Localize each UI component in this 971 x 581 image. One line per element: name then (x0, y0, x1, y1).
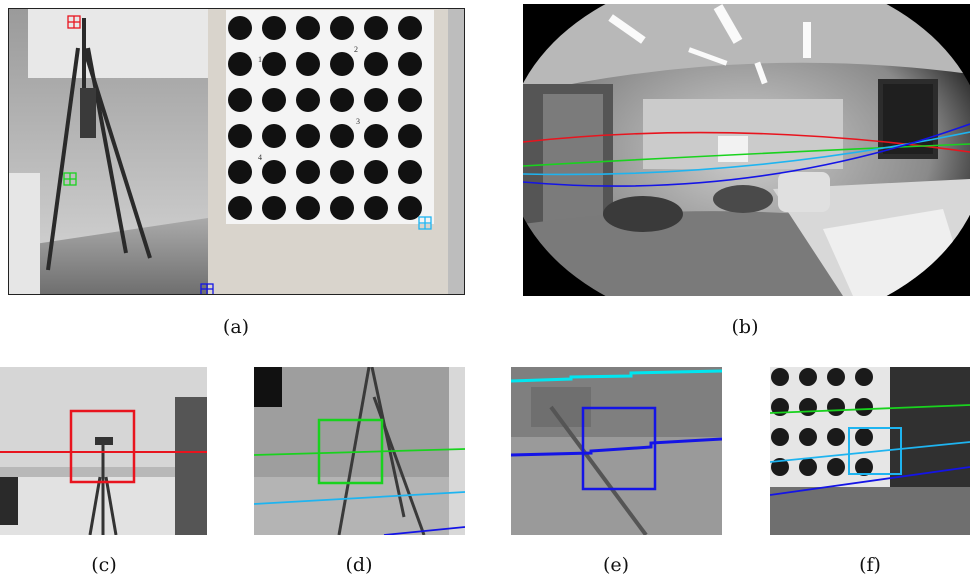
calib-dot (398, 52, 422, 76)
calib-dot (330, 88, 354, 112)
calib-dot (827, 398, 845, 416)
calib-dot (771, 458, 789, 476)
calib-dot (228, 196, 252, 220)
marker-green (63, 172, 77, 186)
calib-dot (296, 160, 320, 184)
calib-dot (364, 124, 388, 148)
calib-dot (799, 368, 817, 386)
calib-dot (296, 88, 320, 112)
curve-green (523, 143, 970, 167)
crop-line-blue (383, 526, 465, 535)
calib-dot (771, 368, 789, 386)
caption-c: (c) (91, 554, 117, 576)
calib-dot (398, 160, 422, 184)
crop-box-red (69, 409, 136, 484)
calib-dot (398, 196, 422, 220)
calib-dot (827, 458, 845, 476)
calib-dot (330, 160, 354, 184)
calib-dot (364, 196, 388, 220)
calib-dot (855, 458, 873, 476)
calib-label-4: 4 (258, 153, 262, 162)
calib-dot (771, 398, 789, 416)
calib-dot (855, 368, 873, 386)
crop-line-green-f (770, 404, 970, 414)
calib-dot (364, 52, 388, 76)
caption-e: (e) (602, 554, 630, 576)
crop-box-green (317, 418, 384, 485)
caption-a: (a) (222, 316, 250, 338)
calib-dot (799, 398, 817, 416)
calib-dot (262, 160, 286, 184)
calib-dot (296, 124, 320, 148)
calib-dot (262, 88, 286, 112)
calib-dot (364, 160, 388, 184)
panel-b-image (523, 4, 970, 296)
panel-f-crop (770, 367, 970, 535)
calib-dot (855, 428, 873, 446)
calib-dot (827, 428, 845, 446)
calib-number-labels: 1 2 3 4 (258, 45, 360, 162)
calib-dot (262, 196, 286, 220)
crop-line-blue-f (770, 466, 970, 496)
calib-label-3: 3 (356, 117, 360, 126)
calib-dot (330, 196, 354, 220)
calib-dot (228, 124, 252, 148)
calib-dot (827, 368, 845, 386)
caption-f: (f) (859, 554, 881, 576)
calib-dot (398, 88, 422, 112)
calib-dot (262, 16, 286, 40)
marker-cyan (418, 216, 432, 230)
calib-dot (799, 458, 817, 476)
marker-blue (200, 283, 214, 295)
crop-line-cyan (254, 491, 465, 505)
curve-blue (523, 123, 970, 187)
crop-box-cyan (848, 427, 902, 475)
calib-dot (771, 428, 789, 446)
calib-dot (364, 88, 388, 112)
calib-label-2: 2 (354, 45, 358, 54)
calib-dot (855, 398, 873, 416)
crop-line-green (254, 448, 465, 456)
calib-dot (296, 16, 320, 40)
calib-dot (228, 160, 252, 184)
crop-box-blue (581, 406, 657, 491)
calib-dot (398, 124, 422, 148)
calib-dot (398, 16, 422, 40)
calib-dot (228, 52, 252, 76)
calib-dot (228, 16, 252, 40)
calib-dot (296, 196, 320, 220)
calib-label-1: 1 (258, 55, 262, 64)
caption-d: (d) (345, 554, 373, 576)
calib-dot (228, 88, 252, 112)
crop-line-light-cyan (511, 369, 722, 383)
calib-dot (330, 124, 354, 148)
crop-line-cyan-f (770, 441, 970, 463)
crop-line-blue-e (511, 437, 722, 457)
panel-d-crop (254, 367, 465, 535)
calib-dot (330, 52, 354, 76)
caption-b: (b) (731, 316, 759, 338)
calib-dot (296, 52, 320, 76)
calib-dot (364, 16, 388, 40)
marker-red (67, 15, 81, 29)
calib-dot (262, 52, 286, 76)
panel-e-crop (511, 367, 722, 535)
panel-a-image: 1 2 3 4 (8, 8, 465, 295)
calib-dot (330, 16, 354, 40)
calib-dot (799, 428, 817, 446)
panel-c-crop (0, 367, 207, 535)
calib-dot (262, 124, 286, 148)
